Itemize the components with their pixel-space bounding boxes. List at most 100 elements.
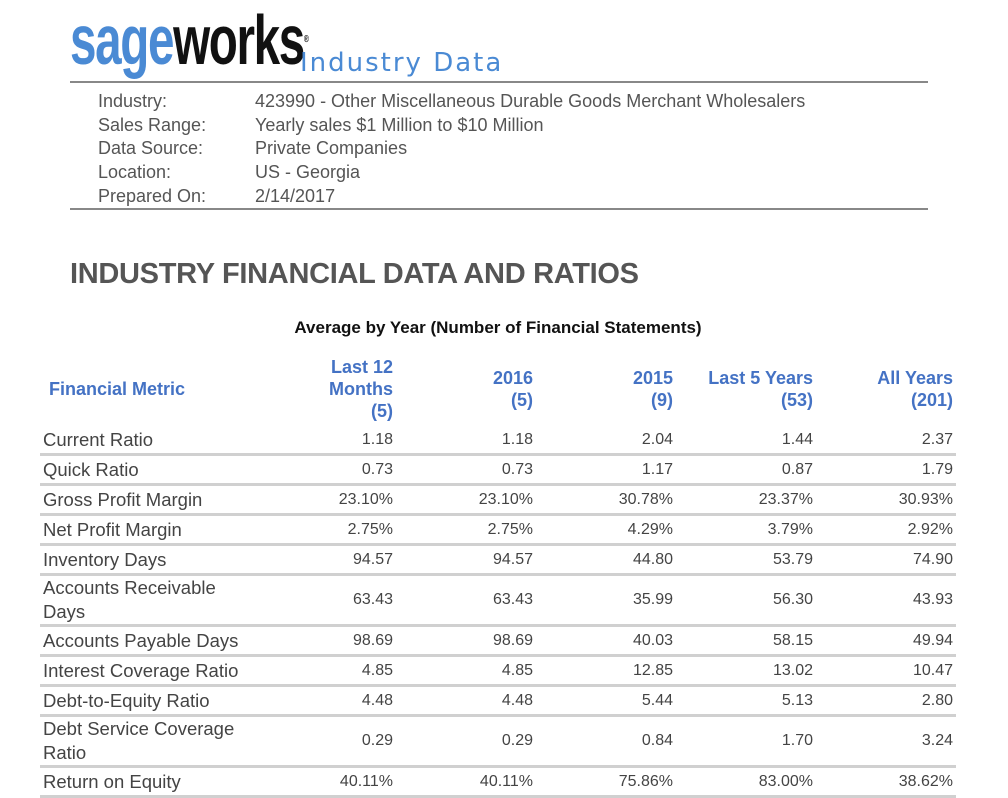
column-header: 2016 (5)	[492, 368, 533, 410]
table-caption: Average by Year (Number of Financial Sta…	[294, 318, 702, 337]
value-cell: 23.37%	[676, 484, 816, 516]
metric-name: Net Profit Margin	[40, 514, 255, 546]
table-row: Net Profit Margin 2.75% 2.75% 4.29% 3.79% 2.9…	[40, 514, 956, 546]
value-cell: 4.48	[255, 685, 396, 717]
metric-name: Current Ratio	[40, 426, 255, 456]
value-cell: 58.15	[676, 625, 816, 657]
value-cell: 40.11%	[396, 766, 536, 798]
value-cell: 0.87	[676, 454, 816, 486]
info-value: Yearly sales $1 Million to $10 Million	[255, 114, 544, 135]
info-row: Location: US - Georgia	[98, 161, 805, 185]
value-cell: 83.00%	[676, 766, 816, 798]
value-cell: 44.80	[536, 544, 676, 576]
table-row: Debt Service Coverage Ratio 0.29 0.29 0.84 1…	[40, 715, 956, 768]
value-cell: 13.02	[676, 655, 816, 687]
value-cell: 94.57	[255, 544, 396, 576]
value-cell: 63.43	[396, 574, 536, 627]
value-cell: 0.29	[255, 715, 396, 768]
value-cell: 1.44	[676, 426, 816, 456]
table-row: Debt-to-Equity Ratio 4.48 4.48 5.44 5.13 2.80	[40, 685, 956, 717]
value-cell: 2.80	[816, 685, 956, 717]
value-cell: 1.18	[255, 426, 396, 456]
metric-name: Accounts Receivable Days	[40, 574, 255, 627]
value-cell: 4.85	[255, 655, 396, 687]
metric-name: Interest Coverage Ratio	[40, 655, 255, 687]
value-cell: 4.29%	[536, 514, 676, 546]
ratios-table: Financial Metric Last 12 Months (5) 2016 (5) 2…	[40, 356, 956, 798]
metric-name: Return on Equity	[40, 766, 255, 798]
info-label: Industry:	[98, 91, 168, 111]
table-row: Interest Coverage Ratio 4.85 4.85 12.85 13.0…	[40, 655, 956, 687]
metric-name: Debt Service Coverage Ratio	[40, 715, 255, 768]
metric-name: Inventory Days	[40, 544, 255, 576]
value-cell: 1.18	[396, 426, 536, 456]
value-cell: 30.93%	[816, 484, 956, 516]
value-cell: 1.79	[816, 454, 956, 486]
info-row: Sales Range: Yearly sales $1 Million to $…	[98, 114, 805, 138]
divider	[70, 208, 928, 210]
value-cell: 2.75%	[255, 514, 396, 546]
table-row: Accounts Payable Days 98.69 98.69 40.03 58.1…	[40, 625, 956, 657]
column-header: Last 12 Months (5)	[329, 357, 393, 421]
value-cell: 43.93	[816, 574, 956, 627]
column-header: Last 5 Years (53)	[708, 368, 813, 410]
value-cell: 2.37	[816, 426, 956, 456]
info-value: Private Companies	[255, 138, 408, 159]
column-header: 2015 (9)	[632, 368, 673, 410]
value-cell: 3.24	[816, 715, 956, 768]
info-value: 2/14/2017	[255, 185, 336, 206]
report-info: Industry: 423990 - Other Miscellaneous Du…	[98, 90, 805, 209]
value-cell: 2.75%	[396, 514, 536, 546]
value-cell: 0.73	[255, 454, 396, 486]
value-cell: 30.78%	[536, 484, 676, 516]
value-cell: 1.17	[536, 454, 676, 486]
table-row: Inventory Days 94.57 94.57 44.80 53.79 74.90	[40, 544, 956, 576]
value-cell: 38.62%	[816, 766, 956, 798]
sageworks-logo: sageworks®	[70, 1, 309, 79]
info-row: Data Source: Private Companies	[98, 137, 805, 161]
value-cell: 63.43	[255, 574, 396, 627]
value-cell: 12.85	[536, 655, 676, 687]
value-cell: 74.90	[816, 544, 956, 576]
info-value: 423990 - Other Miscellaneous Durable Goo…	[255, 91, 806, 111]
value-cell: 10.47	[816, 655, 956, 687]
value-cell: 98.69	[255, 625, 396, 657]
table-row: Gross Profit Margin 23.10% 23.10% 30.78% 23.…	[40, 484, 956, 516]
value-cell: 2.04	[536, 426, 676, 456]
info-label: Location:	[98, 162, 172, 183]
info-label: Prepared On:	[98, 185, 207, 206]
value-cell: 53.79	[676, 544, 816, 576]
metric-name: Quick Ratio	[40, 454, 255, 486]
info-label: Data Source:	[98, 138, 204, 159]
logo-subtitle: Industry Data	[300, 48, 504, 78]
value-cell: 0.84	[536, 715, 676, 768]
metric-name: Accounts Payable Days	[40, 625, 255, 657]
value-cell: 40.03	[536, 625, 676, 657]
value-cell: 1.70	[676, 715, 816, 768]
info-row: Industry: 423990 - Other Miscellaneous Du…	[98, 90, 805, 114]
value-cell: 98.69	[396, 625, 536, 657]
divider	[70, 81, 928, 83]
metric-name: Gross Profit Margin	[40, 484, 255, 516]
value-cell: 35.99	[536, 574, 676, 627]
value-cell: 23.10%	[396, 484, 536, 516]
value-cell: 75.86%	[536, 766, 676, 798]
value-cell: 0.29	[396, 715, 536, 768]
column-header: All Years (201)	[877, 368, 953, 410]
info-label: Sales Range:	[98, 114, 207, 135]
table-row: Return on Equity 40.11% 40.11% 75.86% 83.00%…	[40, 766, 956, 798]
value-cell: 56.30	[676, 574, 816, 627]
value-cell: 49.94	[816, 625, 956, 657]
value-cell: 0.73	[396, 454, 536, 486]
value-cell: 4.85	[396, 655, 536, 687]
info-row: Prepared On: 2/14/2017	[98, 185, 805, 209]
metric-name: Debt-to-Equity Ratio	[40, 685, 255, 717]
page-title: INDUSTRY FINANCIAL DATA AND RATIOS	[70, 258, 639, 290]
value-cell: 40.11%	[255, 766, 396, 798]
value-cell: 3.79%	[676, 514, 816, 546]
value-cell: 23.10%	[255, 484, 396, 516]
value-cell: 5.13	[676, 685, 816, 717]
table-row: Current Ratio 1.18 1.18 2.04 1.44 2.37	[40, 426, 956, 456]
table-row: Accounts Receivable Days 63.43 63.43 35.99 5…	[40, 574, 956, 627]
value-cell: 5.44	[536, 685, 676, 717]
